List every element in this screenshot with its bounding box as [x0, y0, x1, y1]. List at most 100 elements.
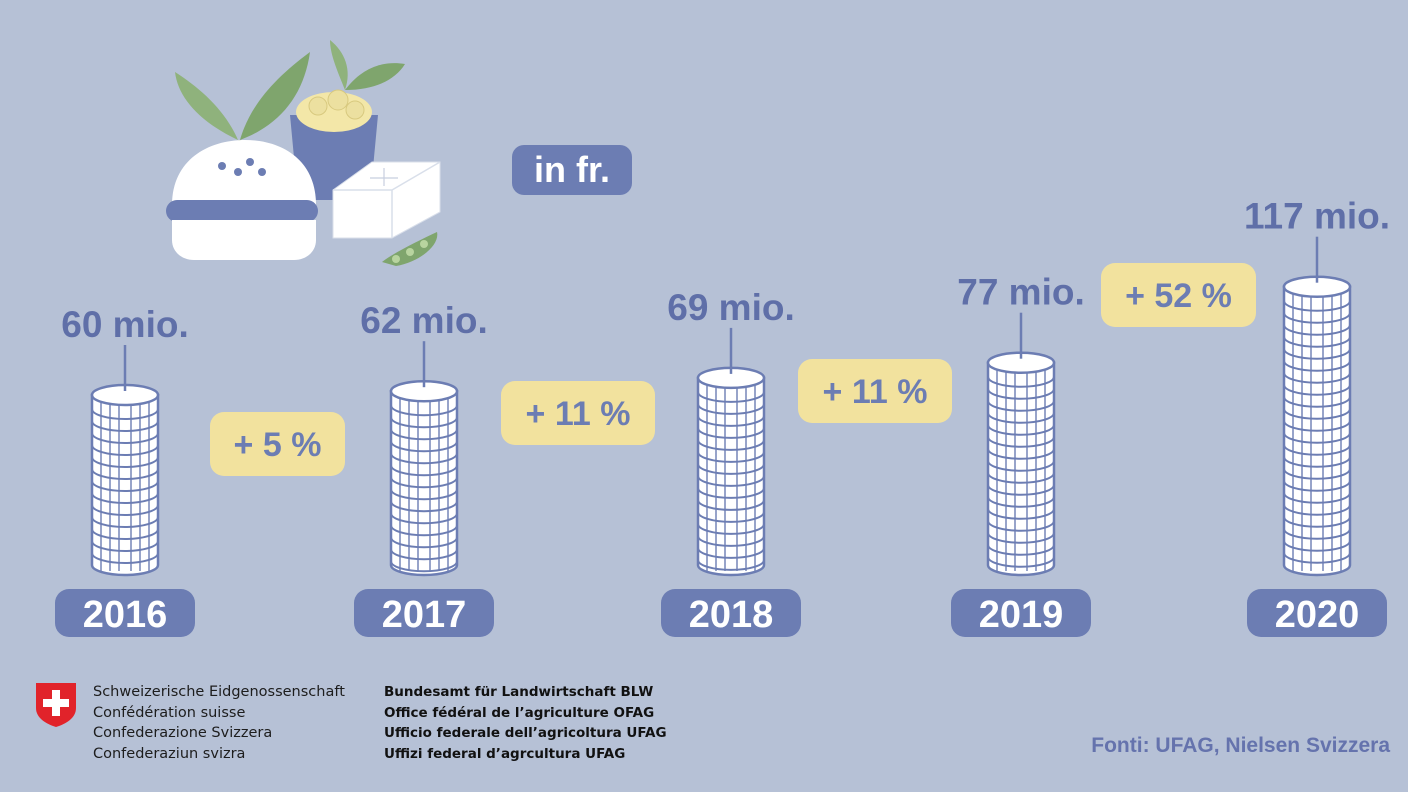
coin-rim: [91, 504, 159, 516]
office-name-block: Bundesamt für Landwirtschaft BLW Office …: [384, 682, 667, 764]
coin-rim: [697, 487, 765, 499]
coin-rim: [1283, 348, 1351, 360]
coin-rim: [1283, 360, 1351, 372]
year-label: 2019: [979, 594, 1064, 636]
coin-rim: [1283, 384, 1351, 396]
coin-rim: [987, 544, 1055, 556]
coin-rim: [987, 436, 1055, 448]
coin-rim: [390, 500, 458, 513]
coin-rim: [91, 408, 159, 420]
coin-rim: [987, 448, 1055, 460]
coin-stack: [696, 376, 766, 577]
coin-rim: [697, 439, 765, 451]
coin-rim: [1283, 312, 1351, 324]
coin-rim: [1283, 420, 1351, 432]
coin-rim: [697, 391, 765, 403]
coin-rim: [91, 528, 159, 540]
coin-rim: [1283, 528, 1351, 540]
value-label: 62 mio.: [360, 300, 488, 341]
coin-rim: [390, 536, 458, 549]
change-badge: [210, 412, 345, 476]
coin-rim: [697, 499, 765, 511]
coin-rim: [987, 556, 1055, 568]
coin-rim: [987, 412, 1055, 424]
coin-rim: [697, 535, 765, 547]
coin-rim: [91, 516, 159, 528]
coin-rim: [987, 484, 1055, 496]
coin-stack: [90, 393, 160, 577]
coin-rim: [390, 560, 458, 573]
coin-rim: [697, 403, 765, 415]
federal-name-block: Schweizerische Eidgenossenschaft Confédé…: [93, 682, 345, 764]
coin-rim: [697, 475, 765, 487]
source-note: Fonti: UFAG, Nielsen Svizzera: [1091, 734, 1390, 757]
office-line: Uffizi federal d’agrcultura UFAG: [384, 745, 626, 762]
change-badge: [798, 359, 952, 423]
coin-rim: [91, 432, 159, 444]
year-pill: [661, 589, 801, 637]
coin-rim: [1283, 552, 1351, 564]
value-label: 60 mio.: [61, 304, 189, 345]
change-label: + 11 %: [526, 395, 631, 433]
change-label: + 52 %: [1125, 277, 1232, 315]
coin-rim: [1283, 372, 1351, 384]
coin-stack: [986, 361, 1056, 577]
coin-rim: [987, 508, 1055, 520]
coin-rim: [987, 388, 1055, 400]
coin-rim: [390, 416, 458, 429]
coin-rim: [1283, 540, 1351, 552]
coin-rim: [390, 476, 458, 489]
federal-line: Confédération suisse: [93, 704, 246, 721]
coin-rim: [390, 452, 458, 465]
change-label: + 5 %: [234, 426, 322, 464]
office-line: Office fédéral de l’agriculture OFAG: [384, 704, 655, 721]
value-label: 69 mio.: [667, 287, 795, 328]
year-pill: [354, 589, 494, 637]
coin-rim: [390, 488, 458, 501]
unit-label: in fr.: [512, 145, 632, 195]
coin-rim: [1283, 492, 1351, 504]
federal-line: Confederaziun svizra: [93, 745, 246, 762]
coin-rim: [1283, 336, 1351, 348]
coin-rim: [987, 472, 1055, 484]
coin-rim: [1283, 324, 1351, 336]
coin-rim: [987, 424, 1055, 436]
coin-rim: [1283, 396, 1351, 408]
coin-rim: [390, 440, 458, 453]
swiss-cross-icon: [36, 683, 76, 727]
coin-rim: [1283, 516, 1351, 528]
plant-based-food-illustration: [166, 40, 441, 266]
coin-rim: [697, 547, 765, 559]
coin-rim: [390, 464, 458, 477]
coin-rim: [91, 540, 159, 552]
federal-line: Confederazione Svizzera: [93, 725, 273, 741]
coin-rim: [697, 415, 765, 427]
value-label: 117 mio.: [1244, 196, 1390, 237]
coin-rim: [987, 520, 1055, 532]
coin-rim: [91, 456, 159, 468]
year-label: 2016: [83, 594, 168, 636]
coin-rim: [987, 496, 1055, 508]
coin-rim: [91, 552, 159, 564]
coin-rim: [91, 480, 159, 492]
office-line: Ufficio federale dell’agricoltura UFAG: [384, 725, 667, 741]
year-label: 2017: [382, 594, 467, 636]
change-label: + 11 %: [823, 373, 928, 411]
coin-rim: [1283, 468, 1351, 480]
coin-rim: [987, 376, 1055, 388]
coin-rim: [1283, 456, 1351, 468]
coin-rim: [987, 532, 1055, 544]
year-label: 2018: [689, 594, 774, 636]
coin-rim: [1283, 444, 1351, 456]
coin-rim: [91, 468, 159, 480]
coin-rim: [1283, 408, 1351, 420]
coin-rim: [390, 404, 458, 417]
coin-rim: [697, 463, 765, 475]
coin-rim: [697, 451, 765, 463]
coin-rim: [91, 492, 159, 504]
coin-rim: [1283, 504, 1351, 516]
coin-rim: [697, 559, 765, 571]
year-pill: [951, 589, 1091, 637]
office-line: Bundesamt für Landwirtschaft BLW: [384, 684, 654, 700]
